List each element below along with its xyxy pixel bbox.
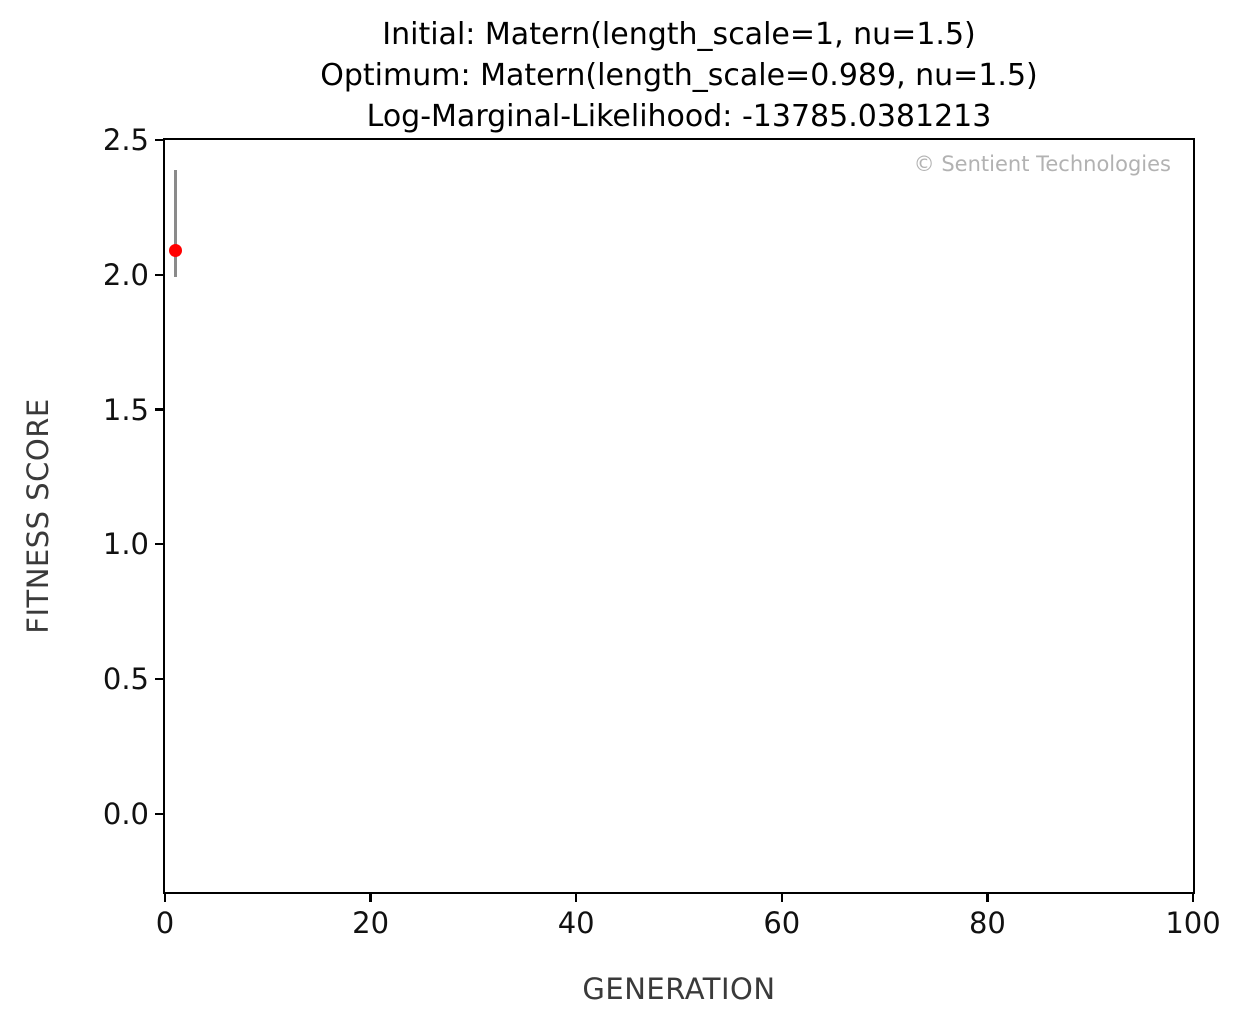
y-tick-label: 1.5	[102, 392, 149, 427]
y-tick-mark	[155, 812, 165, 816]
chart-title: Initial: Matern(length_scale=1, nu=1.5) …	[165, 14, 1193, 137]
x-tick-label: 80	[968, 906, 1006, 940]
y-tick-mark	[155, 543, 165, 546]
y-tick-label: 2.0	[102, 257, 149, 292]
x-tick-mark	[369, 892, 372, 902]
watermark-text: © Sentient Technologies	[913, 152, 1171, 176]
x-axis-label: GENERATION	[582, 972, 776, 1006]
chart-title-line-initial: Initial: Matern(length_scale=1, nu=1.5)	[382, 17, 976, 52]
x-tick-label: 20	[352, 906, 390, 940]
chart-title-line-optimum: Optimum: Matern(length_scale=0.989, nu=1…	[320, 58, 1038, 93]
data-point	[168, 244, 182, 257]
x-tick-mark	[575, 892, 578, 902]
y-tick-label: 0.0	[102, 796, 149, 831]
y-tick-mark	[155, 138, 165, 142]
y-tick-label: 1.0	[102, 527, 149, 562]
y-tick-mark	[155, 408, 165, 411]
chart-title-line-likelihood: Log-Marginal-Likelihood: -13785.0381213	[366, 99, 992, 134]
y-axis-label: FITNESS SCORE	[21, 398, 55, 634]
x-tick-label: 40	[557, 906, 595, 940]
y-tick-label: 2.5	[102, 123, 149, 157]
y-tick-mark	[155, 273, 165, 276]
x-tick-label: 0	[155, 906, 175, 940]
plot-area: © Sentient Technologies	[163, 138, 1195, 894]
y-tick-label: 0.5	[102, 662, 149, 697]
x-tick-label: 60	[763, 906, 801, 940]
x-tick-mark	[1191, 892, 1195, 902]
y-tick-mark	[155, 677, 165, 681]
error-bar	[173, 169, 178, 278]
x-tick-mark	[780, 892, 783, 902]
x-tick-mark	[163, 892, 167, 902]
x-tick-mark	[986, 892, 989, 902]
x-tick-label: 100	[1165, 906, 1221, 940]
